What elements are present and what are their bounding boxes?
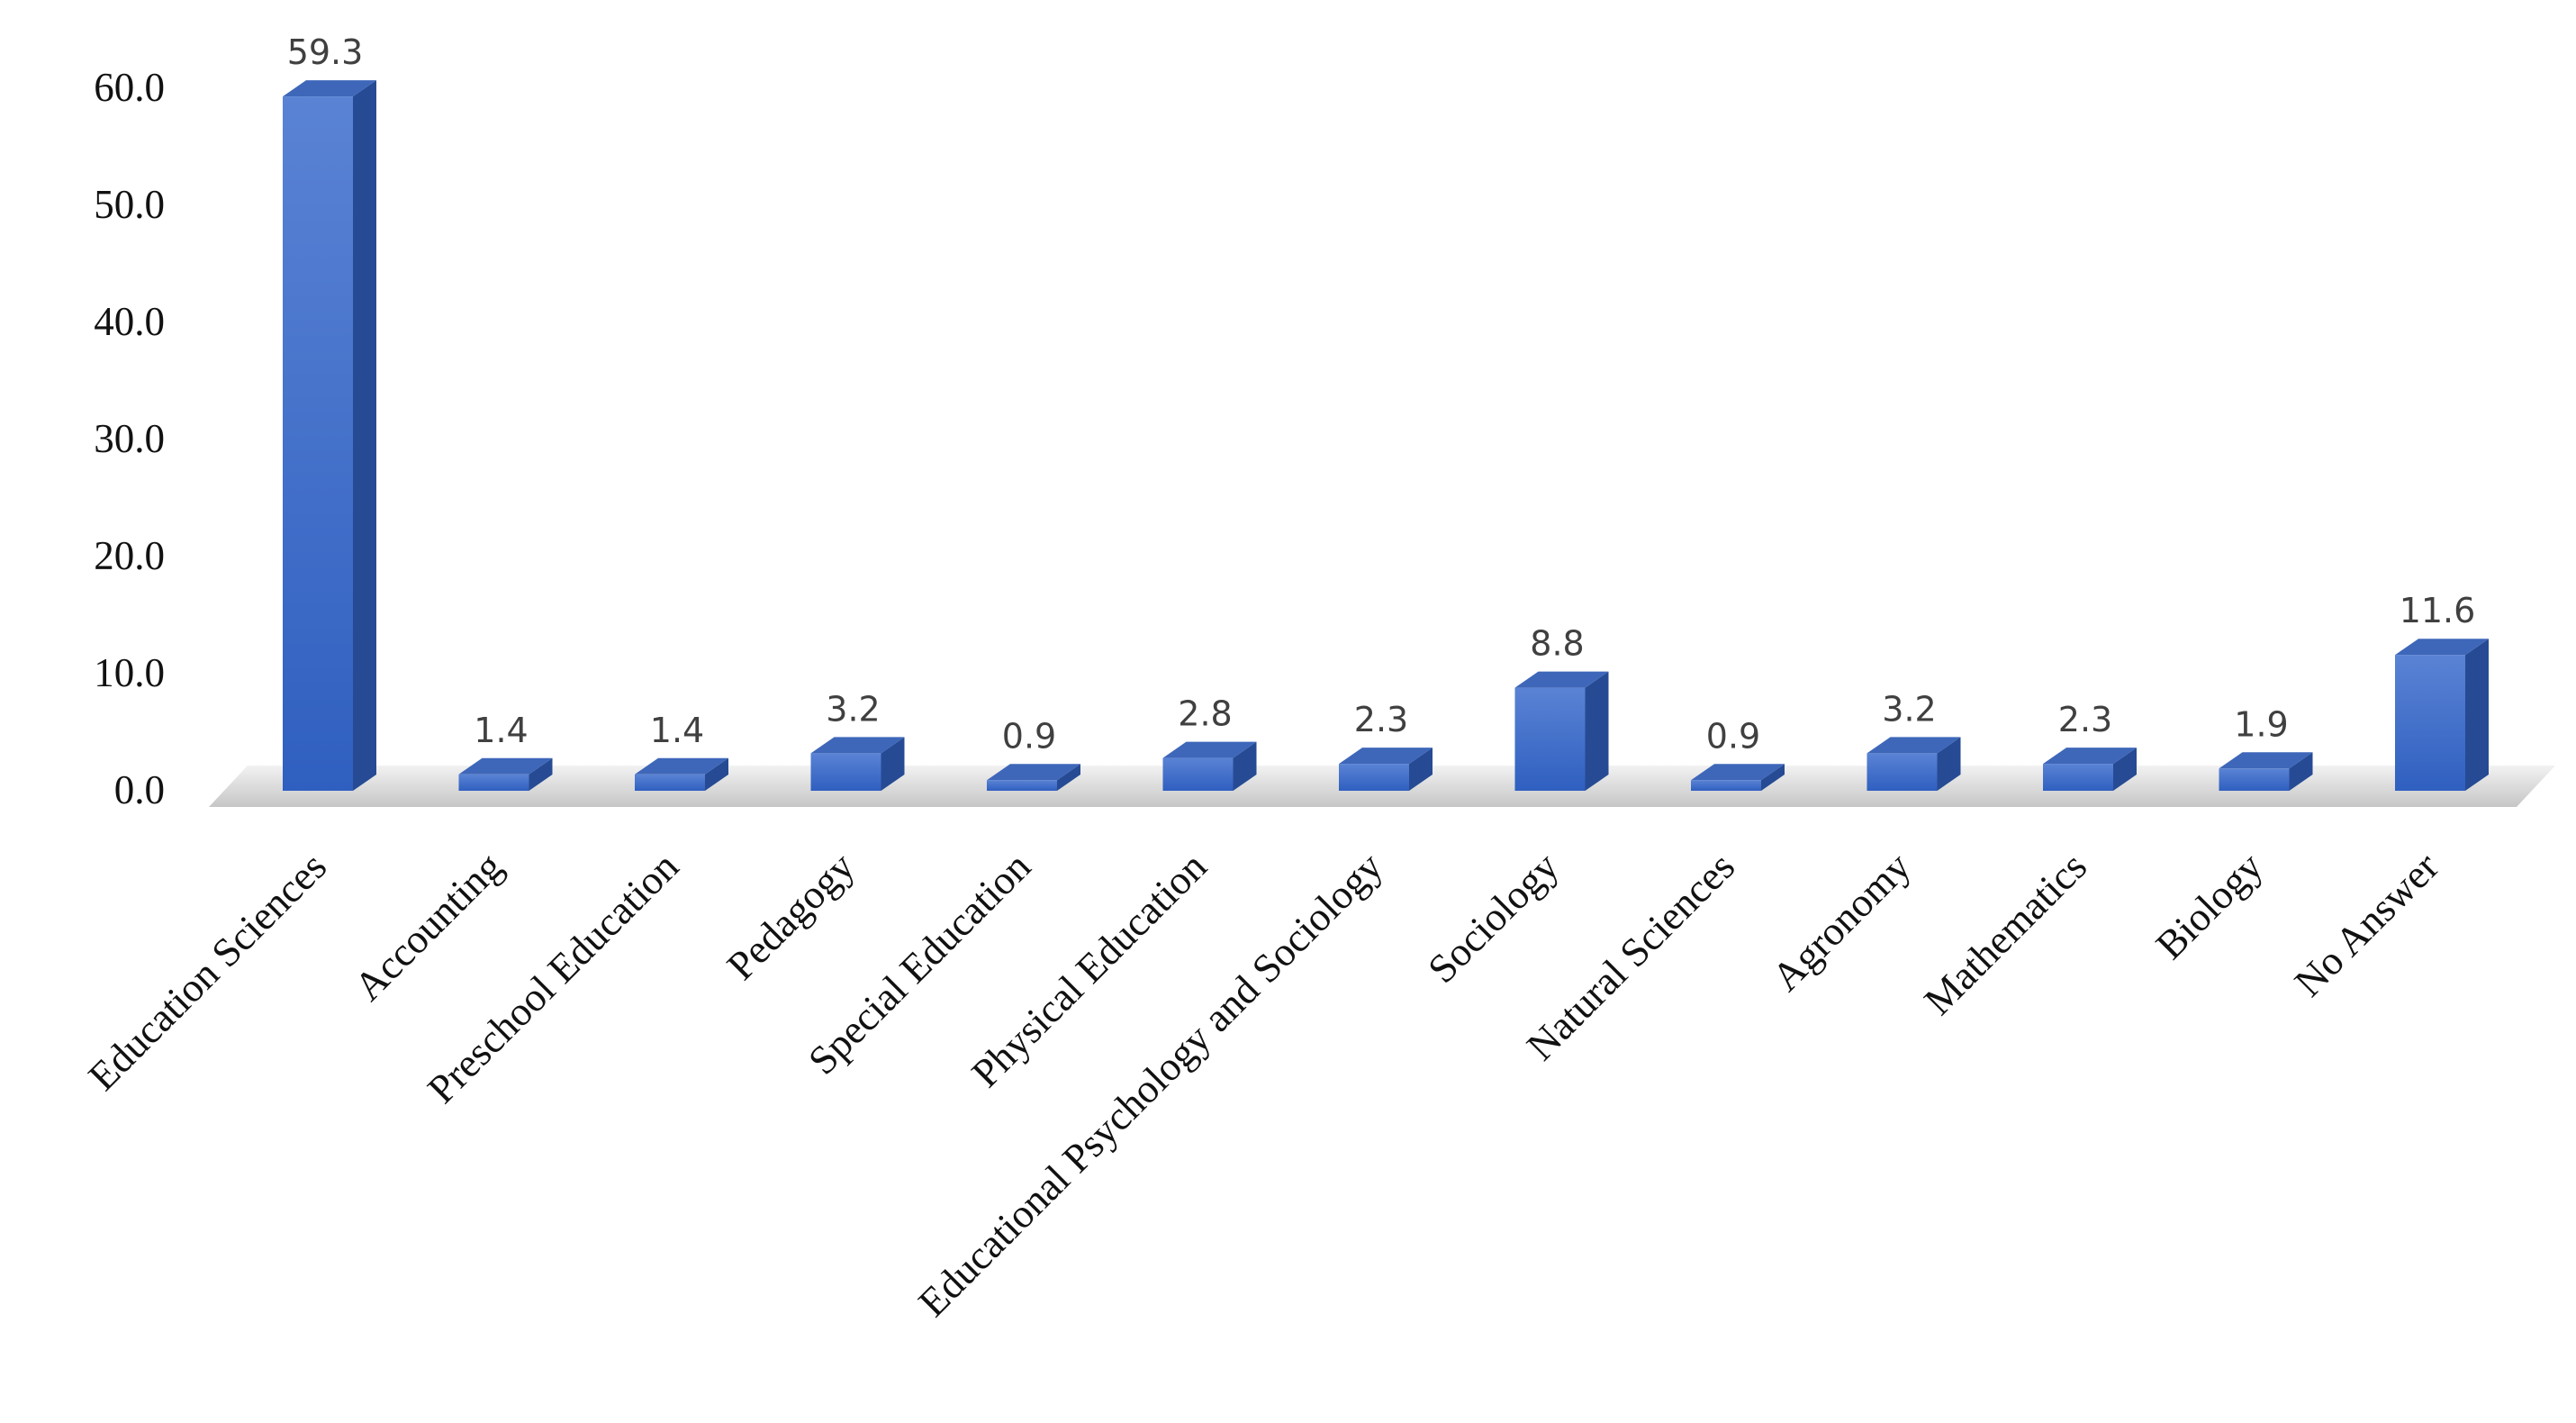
bar-side [2113, 748, 2137, 791]
x-tick-label: Education Sciences [79, 844, 335, 1100]
bar-top [458, 757, 553, 775]
bar [2395, 639, 2489, 791]
bar [635, 757, 728, 791]
bar-side [1937, 737, 1961, 791]
data-label: 0.9 [1706, 716, 1760, 756]
bar-side [1057, 764, 1080, 791]
x-tick-label: Accounting [346, 844, 511, 1010]
bar-front [1866, 753, 1938, 791]
x-tick-label: Mathematics [1915, 844, 2095, 1024]
bar-side [1585, 671, 1609, 791]
bar-front [2395, 655, 2465, 791]
bar [810, 737, 905, 791]
bar-front [1162, 757, 1234, 791]
bar [1691, 764, 1785, 791]
data-label: 2.3 [1354, 700, 1408, 739]
y-tick-label: 30.0 [94, 416, 165, 461]
bar [458, 757, 553, 791]
bar-side [1233, 741, 1257, 791]
y-tick-label: 40.0 [94, 299, 165, 344]
y-tick-label: 50.0 [94, 182, 165, 227]
bar [1339, 748, 1433, 791]
bar-top [1691, 764, 1785, 781]
bar-front [987, 780, 1057, 791]
bar-side [353, 80, 376, 792]
bar-front [2219, 768, 2290, 791]
x-tick-label: No Answer [2286, 844, 2447, 1005]
x-tick-label: Sociology [1419, 843, 1568, 992]
bar-top [1514, 671, 1609, 688]
bar-top [1162, 741, 1257, 758]
bar-top [2395, 639, 2489, 656]
bar-top [987, 764, 1080, 781]
y-tick-label: 60.0 [94, 65, 165, 110]
data-label: 8.8 [1530, 624, 1584, 664]
bar-front [1339, 764, 1409, 791]
bar-top [810, 737, 905, 754]
x-tick-label: Agronomy [1763, 843, 1920, 1000]
data-label: 3.2 [826, 689, 880, 729]
y-tick-label: 0.0 [114, 767, 165, 812]
bar-front [1514, 687, 1586, 791]
bar-side [705, 757, 728, 791]
bar-side [1761, 764, 1785, 791]
y-axis: 0.0 10.0 20.0 30.0 40.0 50.0 60.0 [94, 65, 165, 812]
bar-top [2219, 752, 2313, 769]
data-label: 1.4 [650, 711, 704, 750]
bar-front [635, 774, 705, 791]
bar [1162, 741, 1257, 791]
bar [1514, 671, 1609, 791]
bar [2043, 748, 2137, 791]
data-labels: 59.3 1.4 1.4 3.2 0.9 2.8 2.3 8.8 0.9 3.2 2.3 1.9 11.… [287, 32, 2476, 756]
bar-top [2043, 748, 2137, 765]
y-tick-label: 10.0 [94, 650, 165, 695]
x-tick-label: Pedagogy [719, 843, 863, 988]
y-tick-label: 20.0 [94, 533, 165, 578]
data-label: 1.9 [2234, 704, 2288, 744]
data-label: 0.9 [1002, 716, 1056, 756]
bar [987, 764, 1080, 791]
data-label: 11.6 [2400, 591, 2476, 630]
bar-front [810, 753, 881, 791]
data-label: 3.2 [1882, 689, 1936, 729]
bar-top [1339, 748, 1433, 765]
bar [283, 80, 376, 792]
data-label: 2.3 [2058, 700, 2112, 739]
bar [2219, 752, 2313, 791]
data-label: 59.3 [287, 32, 364, 72]
bar-side [881, 737, 905, 791]
bar-front [283, 96, 353, 792]
data-label: 2.8 [1178, 694, 1232, 734]
bar-side [1409, 748, 1433, 791]
data-label: 1.4 [474, 711, 528, 750]
bar-front [1691, 780, 1761, 791]
bar-top [1866, 737, 1961, 754]
bar-side [529, 757, 553, 791]
bars [283, 80, 2489, 792]
bar-front [458, 774, 529, 791]
x-tick-label: Biology [2147, 843, 2272, 967]
bar-top [283, 80, 376, 97]
bar-side [2465, 639, 2489, 791]
bar [1866, 737, 1961, 791]
bar-top [635, 757, 728, 775]
bar-side [2289, 752, 2313, 791]
bar-front [2043, 764, 2113, 791]
